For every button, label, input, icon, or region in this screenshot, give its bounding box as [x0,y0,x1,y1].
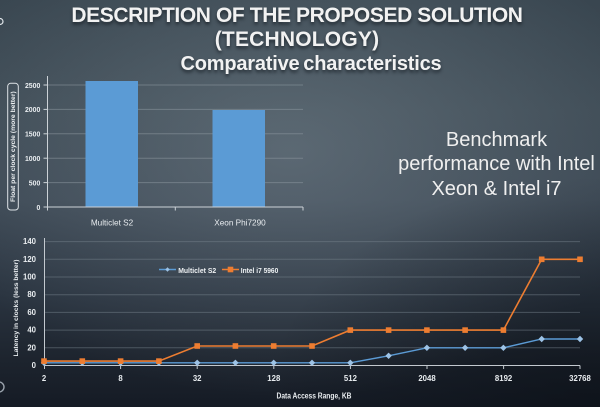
svg-text:140: 140 [23,237,37,246]
svg-text:Multiclet S2: Multiclet S2 [178,266,216,275]
svg-text:512: 512 [344,374,358,383]
svg-text:80: 80 [27,290,36,299]
svg-text:8: 8 [118,374,123,383]
svg-text:40: 40 [27,326,36,335]
svg-text:0: 0 [36,205,40,212]
svg-text:8192: 8192 [495,374,513,383]
svg-text:2500: 2500 [25,83,40,90]
svg-text:20: 20 [27,343,36,352]
svg-text:Latency in clocks (less bette: Latency in clocks (less better) [13,259,20,356]
svg-text:Xeon Phi7290: Xeon Phi7290 [214,219,266,228]
svg-text:Float per clock cycle (more be: Float per clock cycle (more better) [10,91,17,202]
svg-text:Intel i7 5960: Intel i7 5960 [241,266,278,275]
svg-text:1000: 1000 [25,156,40,163]
svg-text:60: 60 [27,308,36,317]
svg-text:0: 0 [32,361,37,370]
svg-text:100: 100 [23,273,37,282]
svg-text:500: 500 [29,181,41,188]
svg-text:120: 120 [23,255,37,264]
svg-text:Data Access Range, KB: Data Access Range, KB [277,391,352,400]
svg-text:2000: 2000 [25,107,40,114]
svg-text:Multiclet S2: Multiclet S2 [91,219,134,228]
svg-text:1500: 1500 [25,132,40,139]
svg-text:2048: 2048 [418,374,436,383]
svg-text:32768: 32768 [569,374,591,383]
svg-text:32: 32 [193,374,202,383]
svg-text:2: 2 [42,374,47,383]
svg-text:128: 128 [267,374,281,383]
